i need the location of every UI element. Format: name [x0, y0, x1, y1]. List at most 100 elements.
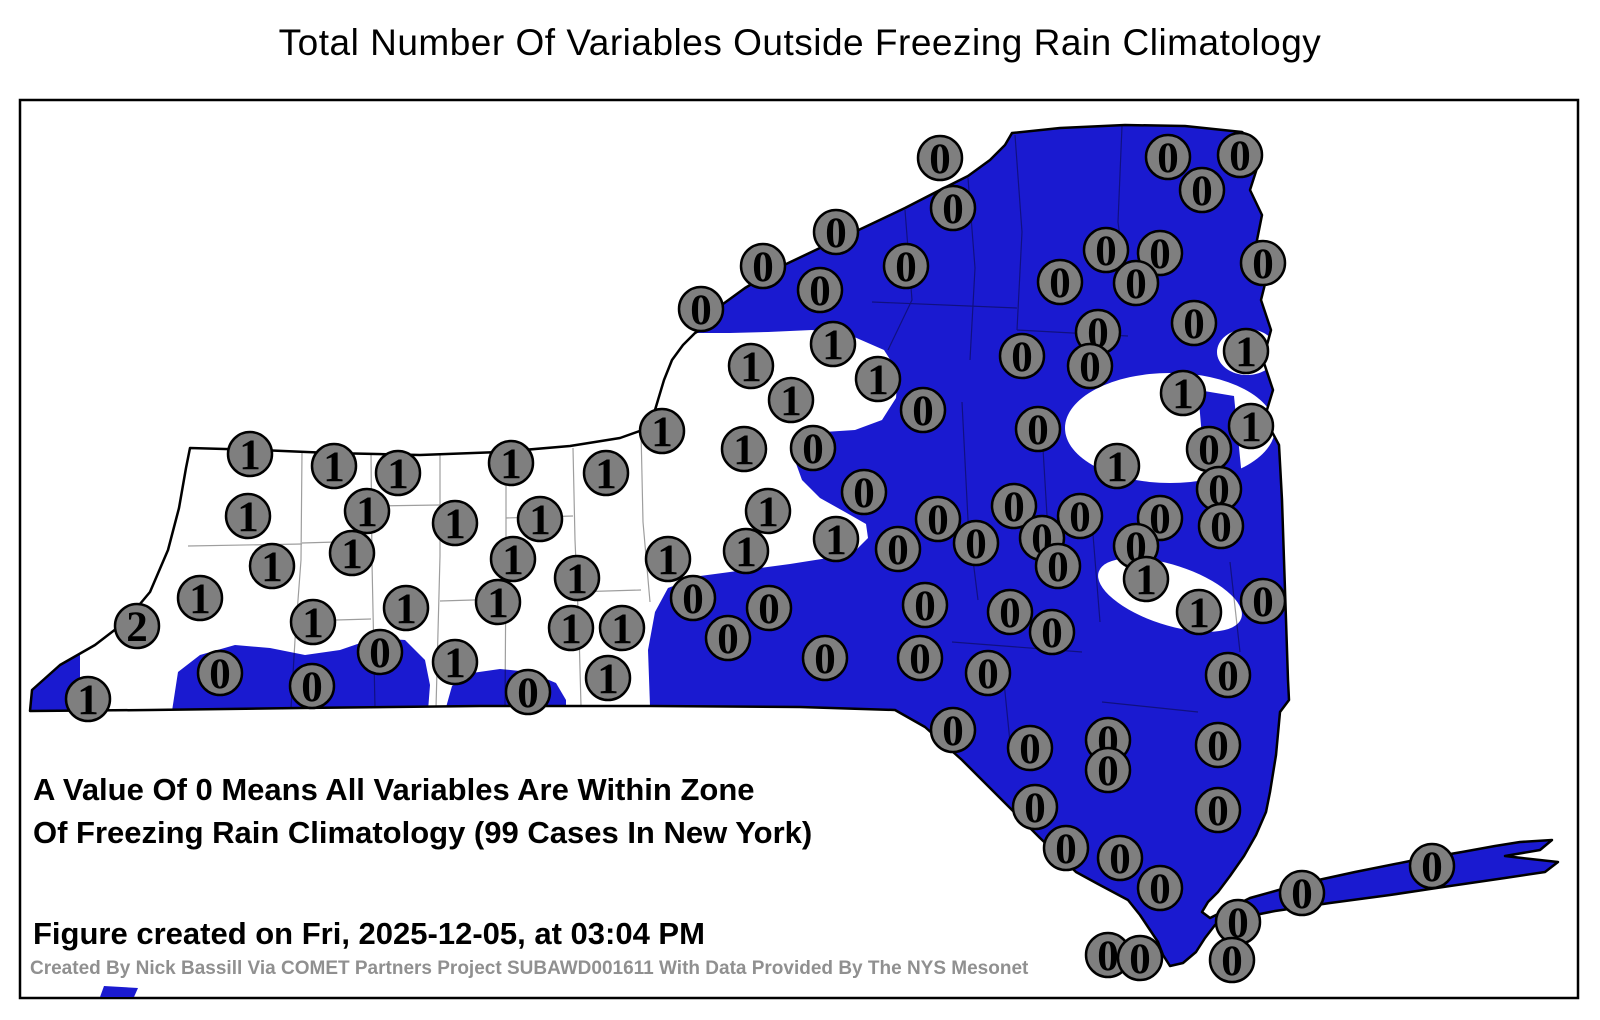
station-marker: 0	[356, 628, 404, 677]
station-marker: 0	[1208, 936, 1256, 985]
station-circle	[1278, 869, 1326, 917]
station-circle	[964, 649, 1012, 697]
station-value: 1	[77, 677, 99, 724]
station-value: 0	[1207, 723, 1229, 770]
station-marker: 1	[720, 425, 768, 474]
station-circle	[289, 598, 337, 646]
station-value: 0	[1157, 135, 1179, 182]
station-circle	[854, 355, 902, 403]
station-value: 0	[1129, 936, 1151, 983]
station-value: 1	[444, 501, 466, 548]
station-marker: 1	[328, 529, 376, 578]
station-circle	[916, 134, 964, 182]
station-marker: 1	[1122, 555, 1170, 604]
station-marker: 1	[638, 407, 686, 456]
station-circle	[1082, 226, 1130, 274]
station-circle	[796, 266, 844, 314]
station-marker: 0	[1082, 226, 1130, 275]
station-circle	[1216, 131, 1264, 179]
station-value: 0	[909, 636, 931, 683]
station-marker: 0	[840, 468, 888, 517]
station-value: 1	[341, 531, 363, 578]
station-circle	[739, 242, 787, 290]
station-value: 0	[1208, 467, 1230, 514]
station-marker: 0	[1014, 405, 1062, 454]
station-circle	[1194, 721, 1242, 769]
station-marker: 0	[952, 519, 1000, 568]
station-marker: 0	[899, 386, 947, 435]
station-marker: 1	[382, 584, 430, 633]
station-value: 0	[1069, 494, 1091, 541]
station-marker: 1	[226, 430, 274, 479]
station-circle	[1239, 239, 1287, 287]
blue-zone-region	[648, 125, 1558, 966]
station-marker: 2	[113, 602, 161, 651]
station-circle	[224, 492, 272, 540]
station-circle	[1408, 842, 1456, 890]
station-circle	[1034, 542, 1082, 590]
station-marker: 0	[1239, 239, 1287, 288]
station-marker: 0	[1239, 577, 1287, 626]
station-value: 1	[597, 656, 619, 703]
station-marker: 0	[1216, 131, 1264, 180]
station-value: 1	[733, 427, 755, 474]
station-value: 1	[395, 586, 417, 633]
station-circle	[1170, 299, 1218, 347]
station-marker: 1	[812, 515, 860, 564]
station-circle	[1159, 369, 1207, 417]
station-marker: 1	[1227, 402, 1275, 451]
station-value: 1	[356, 489, 378, 536]
station-marker: 0	[1036, 258, 1084, 307]
station-value: 1	[239, 432, 261, 479]
station-marker: 1	[431, 638, 479, 687]
station-marker: 1	[474, 578, 522, 627]
station-circle	[113, 602, 161, 650]
station-circle	[1144, 133, 1192, 181]
station-value: 0	[1252, 241, 1274, 288]
station-value: 0	[809, 268, 831, 315]
station-value: 1	[323, 444, 345, 491]
station-marker: 0	[1028, 608, 1076, 657]
station-value: 1	[595, 451, 617, 498]
station-circle	[248, 542, 296, 590]
station-value: 0	[301, 664, 323, 711]
station-value: 1	[757, 489, 779, 536]
station-value: 0	[1221, 938, 1243, 985]
station-value: 0	[825, 210, 847, 257]
station-value: 1	[302, 600, 324, 647]
station-value: 0	[965, 521, 987, 568]
station-value: 1	[444, 640, 466, 687]
station-circle	[1197, 502, 1245, 550]
station-value: 0	[1198, 427, 1220, 474]
station-marker: 1	[248, 542, 296, 591]
station-value: 0	[853, 470, 875, 517]
station-marker: 0	[288, 662, 336, 711]
station-marker: 0	[1195, 465, 1243, 514]
station-value: 0	[802, 426, 824, 473]
station-value: 0	[1217, 653, 1239, 700]
station-marker: 0	[929, 706, 977, 755]
station-marker: 0	[812, 208, 860, 257]
station-marker: 0	[1116, 934, 1164, 983]
station-value: 0	[1047, 544, 1069, 591]
station-value: 0	[1229, 133, 1251, 180]
station-circle	[489, 535, 537, 583]
station-circle	[801, 634, 849, 682]
station-value: 1	[487, 580, 509, 627]
station-circle	[1116, 934, 1164, 982]
figure-created-line: Figure created on Fri, 2025-12-05, at 03…	[33, 916, 705, 951]
station-circle	[1227, 402, 1275, 450]
station-value: 0	[1149, 866, 1171, 913]
station-value: 0	[758, 586, 780, 633]
station-circle	[1208, 936, 1256, 984]
blue-sliver-bottom	[100, 986, 138, 997]
station-value: 0	[942, 186, 964, 233]
station-circle	[767, 376, 815, 424]
station-circle	[929, 706, 977, 754]
station-circle	[1175, 588, 1223, 636]
station-value: 1	[261, 544, 283, 591]
station-circle	[582, 449, 630, 497]
station-circle	[1239, 577, 1287, 625]
station-circle	[598, 604, 646, 652]
